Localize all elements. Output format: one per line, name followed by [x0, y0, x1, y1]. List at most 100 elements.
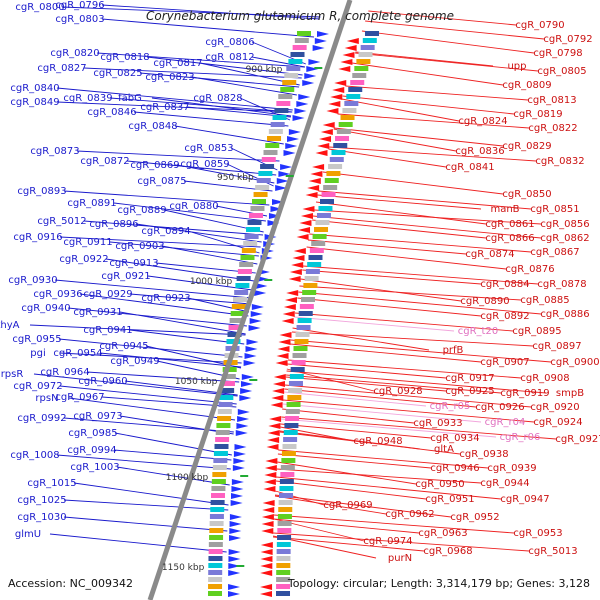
- feature-block: [210, 507, 225, 512]
- gene-label: cgR_0792: [543, 34, 592, 45]
- feature-block: [331, 150, 346, 155]
- feature-block: [211, 493, 226, 498]
- feature-block: [364, 31, 379, 36]
- feature-block: [278, 94, 293, 99]
- feature-block: [276, 542, 291, 547]
- feature-block: [299, 304, 314, 309]
- leader-line: [49, 533, 227, 553]
- gene-label: pgi: [30, 348, 45, 359]
- feature-arrow: [262, 500, 275, 506]
- feature-arrow: [230, 500, 243, 506]
- leader-line: [61, 6, 321, 18]
- leader-line: [333, 127, 504, 147]
- gene-label: cgR_0994: [67, 445, 116, 456]
- feature-arrow: [292, 255, 305, 261]
- gene-label: cgR_0973: [73, 411, 122, 422]
- leader-line: [294, 316, 455, 332]
- leader-line: [187, 297, 250, 313]
- gene-label: cgR_0890: [460, 296, 509, 307]
- gene-label: cgR_0836: [455, 146, 504, 157]
- feature-arrow: [314, 38, 327, 44]
- gene-label: cgR_1003: [70, 462, 119, 473]
- feature-block: [278, 507, 293, 512]
- feature-arrow: [283, 150, 296, 156]
- leader-line: [279, 431, 461, 455]
- leader-line: [355, 51, 494, 67]
- feature-arrow: [280, 164, 293, 170]
- leader-line: [76, 150, 280, 162]
- leader-line: [278, 449, 489, 469]
- leader-line: [119, 415, 234, 435]
- feature-arrow: [231, 486, 244, 492]
- leader-line: [83, 220, 264, 236]
- feature-block: [303, 283, 318, 288]
- feature-arrow: [249, 318, 262, 324]
- feature-arrow: [272, 381, 285, 387]
- gene-label: cgR_0939: [487, 463, 536, 474]
- feature-arrow: [265, 458, 278, 464]
- gene-label: cgR_0992: [17, 413, 66, 424]
- feature-arrow: [279, 332, 292, 338]
- feature-arrow: [235, 430, 248, 436]
- feature-block: [314, 227, 329, 232]
- feature-block: [328, 164, 343, 169]
- leader-line: [341, 98, 460, 122]
- gene-label: cgR_0889: [117, 205, 166, 216]
- leader-line: [67, 307, 247, 327]
- gene-label: cgR_0806: [205, 37, 254, 48]
- feature-block: [212, 472, 227, 477]
- gene-label: rpsN: [35, 393, 58, 404]
- feature-block: [287, 395, 302, 400]
- feature-block: [250, 206, 265, 211]
- feature-arrow: [270, 206, 283, 212]
- feature-block: [211, 479, 226, 484]
- feature-block: [213, 458, 228, 463]
- feature-arrow: [248, 325, 261, 331]
- gene-label: cgR_0796: [55, 0, 104, 11]
- feature-block: [354, 66, 369, 71]
- feature-arrow: [260, 584, 273, 590]
- feature-arrow: [332, 87, 345, 93]
- feature-block: [236, 276, 251, 281]
- feature-block: [362, 38, 377, 43]
- kbp-tick-label: 1150 kbp: [162, 563, 205, 573]
- feature-block: [305, 269, 320, 274]
- feature-arrow: [245, 346, 258, 352]
- gene-label: cgR_0848: [128, 121, 177, 132]
- leader-line: [109, 241, 259, 257]
- leader-line: [287, 363, 447, 379]
- leader-line: [275, 494, 452, 518]
- leader-line: [307, 239, 467, 255]
- feature-arrow: [251, 304, 264, 310]
- feature-block: [289, 374, 304, 379]
- gene-label: cgR_0798: [533, 48, 582, 59]
- gene-label: cgR_0972: [13, 381, 62, 392]
- feature-arrow: [293, 248, 306, 254]
- feature-arrow: [276, 178, 289, 184]
- gene-label: cgR_0872: [80, 156, 129, 167]
- gene-label: prfB: [443, 345, 464, 356]
- feature-block: [280, 472, 295, 477]
- gene-label: cgR_0945: [99, 341, 148, 352]
- leader-line: [309, 233, 532, 253]
- feature-arrow: [291, 262, 304, 268]
- leader-line: [361, 30, 535, 54]
- feature-block: [209, 514, 224, 519]
- leader-line: [368, 10, 517, 26]
- gene-label: cgR_0839: [63, 93, 112, 104]
- gene-label: cgR_0933: [413, 418, 462, 429]
- gene-label: cgR_r04: [485, 417, 526, 428]
- gene-label: cgR_0878: [537, 279, 586, 290]
- gene-label: cgR_0866: [485, 233, 534, 244]
- feature-arrow: [296, 101, 309, 107]
- gene-label: cgR_0859: [180, 159, 229, 170]
- gene-label: cgR_0897: [532, 341, 581, 352]
- feature-block: [243, 241, 258, 246]
- feature-block: [312, 234, 327, 239]
- feature-block: [358, 52, 373, 57]
- gene-label: cgR_0964: [40, 367, 89, 378]
- gene-label: cgR_0936: [33, 289, 82, 300]
- gene-label: cgR_0869: [130, 160, 179, 171]
- leader-line: [147, 275, 253, 291]
- feature-block: [208, 563, 223, 568]
